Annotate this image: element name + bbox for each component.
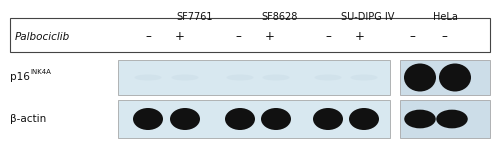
- Ellipse shape: [349, 108, 379, 130]
- Ellipse shape: [172, 74, 198, 80]
- Text: INK4A: INK4A: [30, 70, 51, 75]
- Text: β-actin: β-actin: [10, 114, 46, 124]
- Ellipse shape: [404, 110, 436, 128]
- Ellipse shape: [439, 64, 471, 91]
- Text: –: –: [325, 31, 331, 43]
- Ellipse shape: [404, 64, 436, 91]
- Ellipse shape: [350, 74, 378, 80]
- Text: –: –: [145, 31, 151, 43]
- Text: +: +: [355, 31, 365, 43]
- Text: –: –: [441, 31, 447, 43]
- Ellipse shape: [225, 108, 255, 130]
- Ellipse shape: [314, 74, 342, 80]
- Ellipse shape: [262, 74, 289, 80]
- Text: +: +: [265, 31, 275, 43]
- Text: SF8628: SF8628: [262, 12, 298, 22]
- Text: –: –: [409, 31, 415, 43]
- Bar: [400, 60, 490, 95]
- Ellipse shape: [134, 74, 162, 80]
- Text: SF7761: SF7761: [177, 12, 213, 22]
- Bar: [400, 100, 490, 138]
- Ellipse shape: [133, 108, 163, 130]
- Text: p16: p16: [10, 72, 30, 83]
- Text: Palbociclib: Palbociclib: [15, 32, 70, 42]
- Ellipse shape: [436, 110, 468, 128]
- Ellipse shape: [313, 108, 343, 130]
- Ellipse shape: [226, 74, 254, 80]
- Text: SU-DIPG IV: SU-DIPG IV: [342, 12, 394, 22]
- Bar: [118, 100, 390, 138]
- Bar: [118, 60, 390, 95]
- Ellipse shape: [261, 108, 291, 130]
- Ellipse shape: [170, 108, 200, 130]
- Text: +: +: [175, 31, 185, 43]
- Text: HeLa: HeLa: [432, 12, 458, 22]
- Text: –: –: [235, 31, 241, 43]
- Bar: [10, 18, 490, 52]
